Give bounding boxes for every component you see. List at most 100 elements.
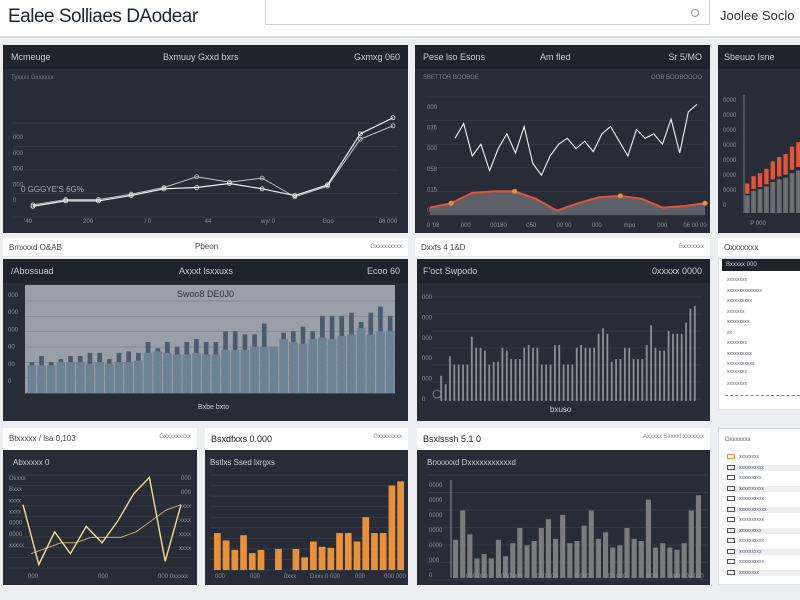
bar — [134, 360, 143, 393]
list-item[interactable]: xxxxxxxxxx — [727, 485, 800, 492]
footer-link[interactable]: Gxxxxxxx — [678, 244, 704, 250]
bar — [689, 308, 692, 401]
bar — [545, 364, 548, 401]
y-tick-label-right: xxxx — [179, 546, 191, 552]
panel-right-label[interactable]: Ecoo 60 — [366, 266, 400, 276]
footer-left: Dxxts 4 1&D — [421, 243, 466, 252]
list-item[interactable]: xxxxxxxxxx — [727, 298, 752, 304]
bar — [571, 364, 574, 401]
bar — [292, 548, 300, 570]
bar-top — [789, 146, 795, 170]
list-item[interactable]: xxxxxxxxxxx — [727, 361, 755, 367]
list-item[interactable]: xxxxxxxxx — [727, 548, 800, 555]
list-item[interactable]: xxxxxxxxxx — [727, 464, 800, 471]
y-tick-label: 0000 — [723, 173, 737, 179]
chart-annotation: 0 GGGYE'S 6G% — [21, 185, 84, 194]
y-tick-label: 0000 — [429, 483, 443, 489]
bar — [789, 173, 795, 213]
list-item[interactable]: xxxxxxxxxx — [727, 351, 752, 357]
x-tick-label: 050 — [526, 223, 537, 229]
bar — [680, 333, 683, 401]
data-point — [96, 198, 101, 204]
series-line — [454, 103, 698, 177]
y-tick-label: 000 — [8, 327, 19, 333]
chart-panel-c: Sbeuuo Isne 0000 0000 0000 0000 0000 0000 0000… — [718, 45, 800, 233]
list-item[interactable]: xxxxxxxx — [727, 340, 747, 346]
list-item[interactable]: xxxxxxxxxx — [727, 538, 764, 544]
bar — [588, 510, 594, 578]
x-tick-label: 000 — [461, 223, 472, 229]
top-header: Ealee Solliaes DAodear Joolee Soclo — [0, 0, 800, 38]
x-tick-label: 200 — [83, 219, 94, 225]
list-item[interactable]: xx — [727, 330, 732, 336]
bar — [549, 364, 552, 401]
bar — [653, 547, 659, 578]
panel-header: /Abossuad Axxxt lsxxuxs Ecoo 60 — [3, 259, 408, 283]
list-item-label: xxxxxxxxxx — [739, 464, 764, 471]
bar — [336, 533, 343, 570]
list-item[interactable]: xxxxxxxxxx — [727, 559, 764, 565]
list-item[interactable]: xxxxxxxxx — [727, 319, 750, 325]
y-tick-label: 000 — [13, 135, 24, 141]
x-tick-label: 000 — [355, 574, 366, 580]
list-item[interactable]: xxxxxxxxx — [727, 475, 762, 481]
list-item-label: xxxxxxxx — [739, 454, 759, 460]
card-link[interactable]: Gxxxxxxxxx — [159, 434, 191, 440]
bar — [470, 336, 473, 401]
user-name[interactable]: Joolee Soclo — [720, 8, 795, 23]
x-tick-label: 000 000 — [536, 574, 558, 580]
bar — [638, 540, 644, 578]
list-item[interactable]: xxxxxxxxxxx — [727, 506, 800, 513]
bar — [488, 364, 491, 401]
bar — [795, 170, 800, 213]
footer-link[interactable]: Gxxxxxxxxx — [370, 244, 402, 250]
y-tick-label: 0 — [13, 198, 17, 204]
data-point — [161, 185, 167, 190]
data-point — [390, 123, 396, 129]
bar — [479, 347, 482, 401]
card-link[interactable]: Gxxxxxxxx — [373, 434, 402, 440]
search-icon[interactable] — [691, 9, 699, 17]
list-item[interactable]: xxxxxxxxxxxxxx — [727, 288, 762, 294]
panel-right-label[interactable]: Sr 5/MO — [668, 52, 702, 62]
bar-top — [777, 156, 782, 177]
panel-right-label[interactable]: Gxmxg 060 — [353, 52, 400, 62]
x-axis-label: Bxbe bxto — [198, 404, 230, 411]
bar — [211, 354, 221, 393]
bar — [667, 547, 673, 578]
panel-right-label[interactable]: 0xxxxx 0000 — [651, 266, 702, 276]
list-item[interactable]: xxxxxxxx — [727, 569, 800, 576]
list-item-label: xxxxxxxxxxx — [727, 361, 755, 367]
bar — [567, 543, 573, 578]
y-tick-label: 000 — [13, 167, 24, 173]
bar — [562, 364, 565, 401]
list-item[interactable]: xxxxxxxx — [727, 277, 747, 283]
bar — [192, 352, 201, 393]
list-item[interactable]: xxxxxxxx — [727, 454, 759, 460]
search-input[interactable] — [265, 0, 710, 25]
list-item[interactable]: xxxxxxxxx — [727, 527, 800, 534]
list-item[interactable]: xxxxxxx — [727, 309, 745, 315]
bar — [308, 339, 318, 393]
bar — [584, 347, 587, 401]
bar — [631, 538, 637, 578]
bar — [681, 543, 687, 578]
file-icon — [727, 464, 735, 470]
bar — [347, 334, 356, 393]
y-tick-label: 0 — [8, 379, 12, 385]
line-chart-f: OxxxxBxxxxxxxxxxx00000000xxxxx000000xxxx… — [8, 474, 193, 580]
bar — [514, 359, 517, 401]
bar — [462, 364, 464, 401]
x-tick-label: 00 000 — [608, 574, 627, 580]
y-tick-label: 000 — [13, 182, 24, 188]
panel-header: Sbeuuo Isne — [718, 45, 800, 69]
bar — [301, 557, 308, 570]
card-link[interactable]: Axxxxx Sxxxxf xxxxxxx — [642, 434, 704, 440]
card-header-f: Btxxxxx / lsa 0,103 Gxxxxxxxxx — [3, 428, 197, 450]
list-item[interactable]: xxxxxxxxxx — [727, 517, 764, 523]
bar — [114, 362, 124, 393]
list-item[interactable]: xxxxxxxxxx — [727, 496, 764, 502]
bar — [685, 322, 687, 401]
y-tick-label: 000 — [422, 377, 433, 383]
